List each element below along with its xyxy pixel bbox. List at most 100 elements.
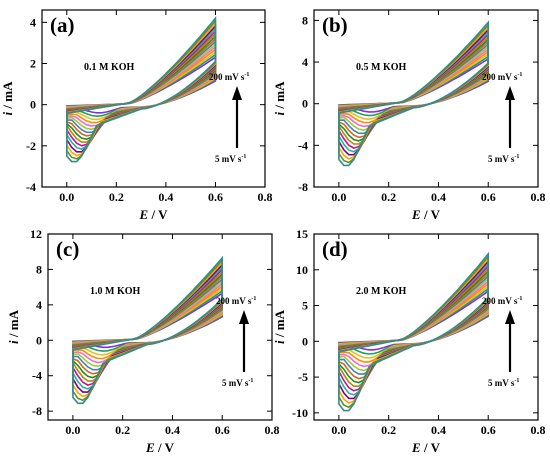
cv-curves — [66, 15, 217, 163]
x-axis-unit: V — [165, 440, 175, 455]
axis-ticks: 0.0 0.2 0.4 0.6 0.8 -10 -5 0 5 10 15 — [292, 227, 546, 437]
cv-curves — [338, 20, 489, 167]
y-axis-label: i / mA — [0, 81, 15, 116]
y-axis-var: i — [6, 340, 21, 344]
y-tick-label: 12 — [30, 227, 42, 241]
y-axis-unit: mA — [272, 81, 287, 102]
x-axis-label: E / V — [139, 207, 169, 222]
y-axis-var: i — [272, 340, 287, 344]
x-axis-label: E / V — [411, 207, 441, 222]
x-tick-label: 0.8 — [265, 423, 280, 437]
y-axis-unit: mA — [0, 81, 15, 102]
cv-curve — [338, 251, 489, 412]
y-tick-label: -4 — [26, 180, 36, 194]
axis-ticks: 0.0 0.2 0.4 0.6 0.8 -8 -4 0 4 8 12 — [30, 227, 280, 437]
y-tick-label: 0 — [36, 333, 42, 347]
panel-c: 0.0 0.2 0.4 0.6 0.8 -8 -4 0 4 8 12 (c) 1.0 M KOH i… — [6, 227, 280, 455]
electrolyte-label: 2.0 M KOH — [356, 286, 406, 297]
cv-curves — [338, 251, 489, 412]
x-tick-label: 0.2 — [381, 190, 396, 204]
y-tick-label: -4 — [298, 138, 308, 152]
x-tick-label: 0.0 — [59, 190, 74, 204]
y-tick-label: 8 — [36, 262, 42, 276]
y-tick-label: 4 — [30, 15, 36, 29]
arrow-head — [505, 86, 515, 100]
scan-rate-arrow — [239, 310, 249, 372]
y-tick-label: 0 — [302, 97, 308, 111]
x-tick-label: 0.0 — [331, 423, 346, 437]
x-axis-unit: V — [158, 207, 168, 222]
scan-rate-high-label: 200 mV s-1 — [216, 296, 256, 306]
y-axis-label: i / mA — [6, 309, 21, 344]
electrolyte-label: 1.0 M KOH — [90, 286, 140, 297]
cv-curve — [72, 255, 223, 405]
plot-frame — [313, 233, 539, 421]
y-axis-var: i — [0, 111, 15, 115]
panel-label: (a) — [50, 13, 75, 37]
x-tick-label: 0.2 — [109, 190, 124, 204]
panel-label: (d) — [322, 237, 348, 261]
x-axis-unit: V — [431, 440, 441, 455]
y-tick-label: 10 — [296, 263, 308, 277]
axis-ticks: 0.0 0.2 0.4 0.6 0.8 -8 -4 0 4 8 — [298, 10, 546, 204]
cv-curve — [338, 20, 489, 167]
y-axis-label: i / mA — [272, 309, 287, 344]
electrolyte-label: 0.5 M KOH — [356, 62, 406, 73]
y-tick-label: -8 — [298, 180, 308, 194]
x-tick-label: 0.8 — [258, 190, 273, 204]
x-axis-var: E — [145, 440, 155, 455]
cv-curves — [72, 255, 223, 405]
scan-rate-low-label: 5 mV s-1 — [222, 378, 253, 388]
x-axis-label: E / V — [145, 440, 175, 455]
arrow-head — [505, 310, 515, 324]
y-tick-label: 5 — [302, 299, 308, 313]
x-tick-label: 0.6 — [215, 423, 230, 437]
y-tick-label: 4 — [302, 55, 308, 69]
x-axis-unit: V — [431, 207, 441, 222]
x-tick-label: 0.4 — [158, 190, 173, 204]
x-tick-label: 0.6 — [481, 423, 496, 437]
plot-frame — [47, 233, 273, 421]
x-axis-var: E — [411, 440, 421, 455]
x-tick-label: 0.6 — [481, 190, 496, 204]
y-tick-label: -8 — [32, 404, 42, 418]
x-tick-label: 0.8 — [531, 190, 546, 204]
x-tick-label: 0.2 — [381, 423, 396, 437]
scan-rate-high-label: 200 mV s-1 — [209, 72, 249, 82]
y-tick-label: 2 — [30, 57, 36, 71]
electrolyte-label: 0.1 M KOH — [84, 62, 134, 73]
x-tick-label: 0.2 — [115, 423, 130, 437]
x-axis-var: E — [411, 207, 421, 222]
y-axis-var: i — [272, 111, 287, 115]
x-tick-label: 0.4 — [431, 423, 446, 437]
x-tick-label: 0.8 — [531, 423, 546, 437]
x-axis-var: E — [139, 207, 149, 222]
scan-rate-arrow — [505, 86, 515, 148]
scan-rate-arrow — [505, 310, 515, 372]
x-tick-label: 0.4 — [431, 190, 446, 204]
scan-rate-low-label: 5 mV s-1 — [215, 154, 246, 164]
y-tick-label: 0 — [30, 98, 36, 112]
panel-label: (b) — [322, 13, 348, 37]
panel-d: 0.0 0.2 0.4 0.6 0.8 -10 -5 0 5 10 15 (d) 2.0 M KOH… — [272, 227, 546, 455]
panel-b: 0.0 0.2 0.4 0.6 0.8 -8 -4 0 4 8 (b) 0.5 M KOH i /… — [272, 9, 546, 222]
y-axis-unit: mA — [6, 309, 21, 330]
x-tick-label: 0.6 — [208, 190, 223, 204]
y-axis-unit: mA — [272, 309, 287, 330]
plot-frame — [313, 9, 539, 188]
scan-rate-high-label: 200 mV s-1 — [482, 72, 522, 82]
y-tick-label: 15 — [296, 227, 308, 241]
panel-a: 0.0 0.2 0.4 0.6 0.8 -4 -2 0 2 4 (a) 0.1 M KOH i /… — [0, 9, 273, 222]
cv-curve — [66, 15, 217, 163]
y-tick-label: 0 — [302, 334, 308, 348]
x-tick-label: 0.0 — [65, 423, 80, 437]
scan-rate-low-label: 5 mV s-1 — [488, 154, 519, 164]
x-tick-label: 0.4 — [165, 423, 180, 437]
plot-frame — [41, 9, 266, 188]
y-tick-label: -2 — [26, 139, 36, 153]
x-axis-label: E / V — [411, 440, 441, 455]
scan-rate-arrow — [232, 86, 242, 148]
arrow-head — [239, 310, 249, 324]
panel-label: (c) — [56, 237, 79, 261]
